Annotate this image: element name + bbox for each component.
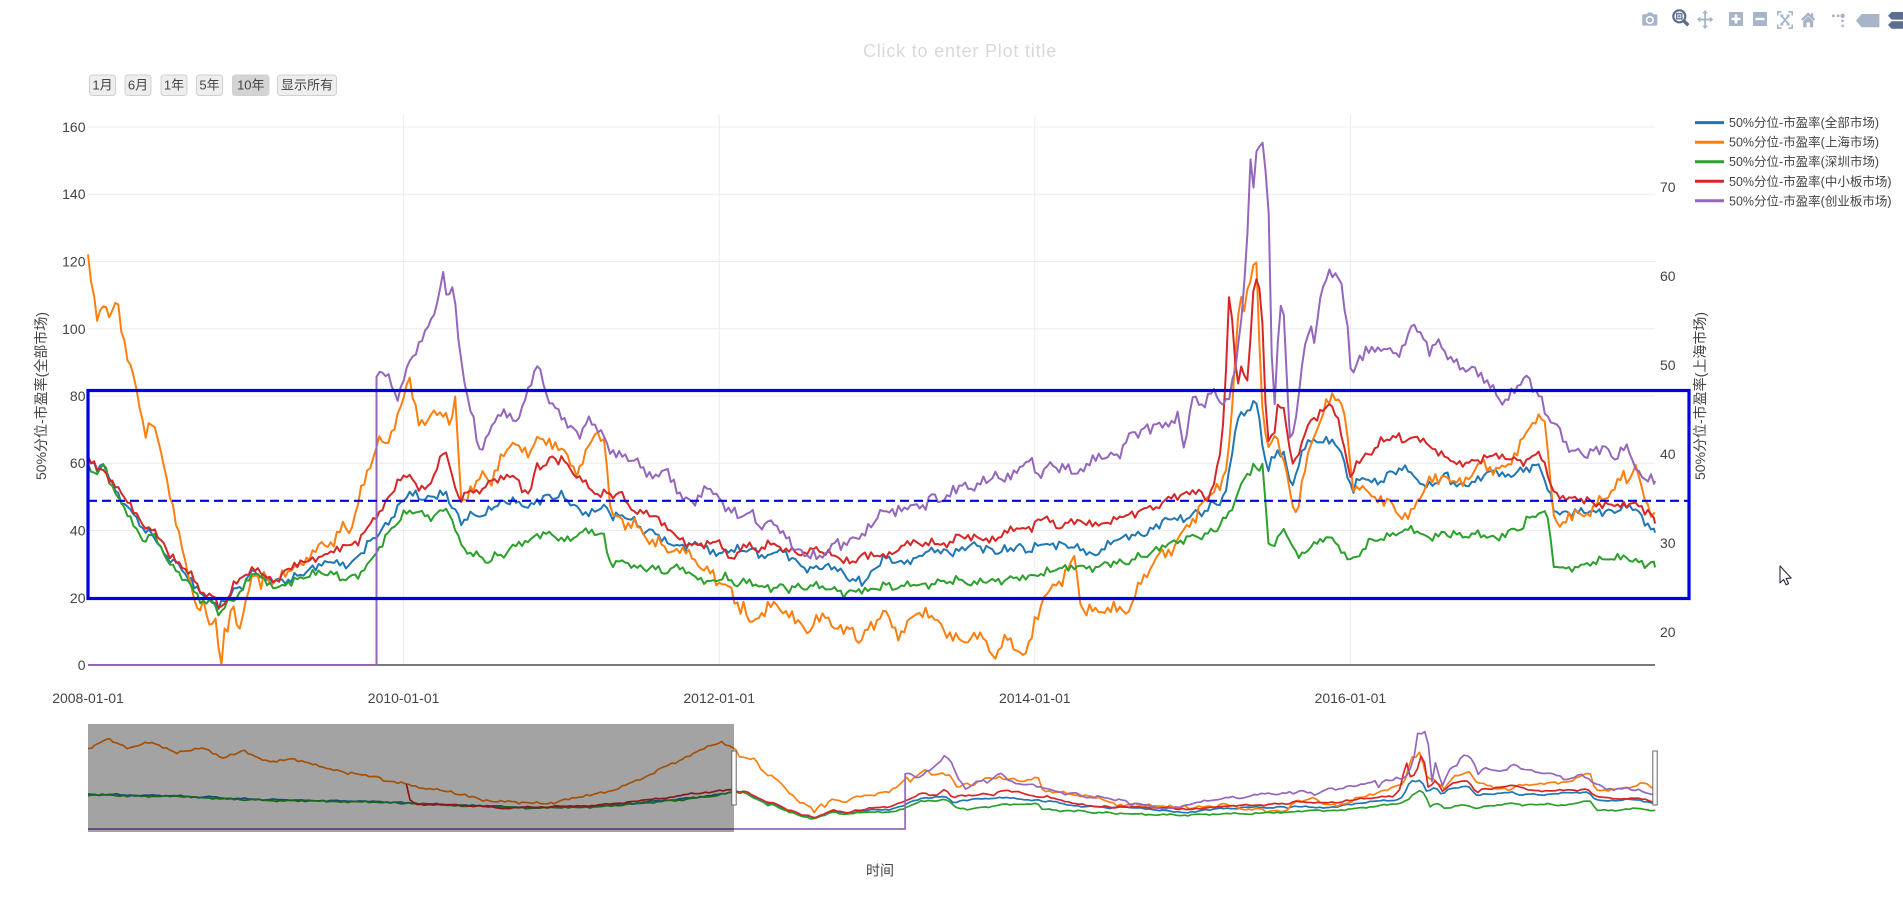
svg-text:2010-01-01: 2010-01-01: [368, 690, 440, 706]
svg-text:160: 160: [62, 119, 86, 135]
svg-text:0: 0: [78, 657, 86, 673]
svg-text:2012-01-01: 2012-01-01: [683, 690, 755, 706]
svg-text:20: 20: [1660, 624, 1676, 640]
svg-text:2016-01-01: 2016-01-01: [1315, 690, 1387, 706]
svg-text:120: 120: [62, 254, 86, 270]
svg-text:50: 50: [1660, 357, 1676, 373]
svg-text:6月: 6月: [128, 78, 148, 93]
svg-text:1月: 1月: [92, 78, 112, 93]
svg-text:100: 100: [62, 321, 86, 337]
svg-text:50%分位-市盈率(上海市场): 50%分位-市盈率(上海市场): [1729, 135, 1879, 150]
svg-text:50%分位-市盈率(全部市场): 50%分位-市盈率(全部市场): [33, 312, 49, 480]
svg-text:30: 30: [1660, 535, 1676, 551]
svg-text:5年: 5年: [199, 78, 219, 93]
svg-text:时间: 时间: [866, 863, 894, 879]
svg-text:20: 20: [70, 590, 86, 606]
svg-text:140: 140: [62, 186, 86, 202]
svg-text:1年: 1年: [164, 78, 184, 93]
svg-text:80: 80: [70, 388, 86, 404]
svg-text:显示所有: 显示所有: [281, 78, 333, 93]
svg-text:10年: 10年: [237, 78, 264, 93]
svg-text:2014-01-01: 2014-01-01: [999, 690, 1071, 706]
svg-text:50%分位-市盈率(深圳市场): 50%分位-市盈率(深圳市场): [1729, 154, 1879, 169]
svg-text:70: 70: [1660, 179, 1676, 195]
svg-text:Click to enter Plot title: Click to enter Plot title: [863, 41, 1057, 61]
svg-text:50%分位-市盈率(上海市场): 50%分位-市盈率(上海市场): [1692, 312, 1708, 480]
svg-text:50%分位-市盈率(创业板市场): 50%分位-市盈率(创业板市场): [1729, 193, 1892, 208]
svg-text:60: 60: [70, 455, 86, 471]
svg-text:50%分位-市盈率(中小板市场): 50%分位-市盈率(中小板市场): [1729, 174, 1892, 189]
svg-text:60: 60: [1660, 268, 1676, 284]
svg-text:40: 40: [70, 523, 86, 539]
svg-text:40: 40: [1660, 446, 1676, 462]
svg-text:50%分位-市盈率(全部市场): 50%分位-市盈率(全部市场): [1729, 115, 1879, 130]
svg-text:2008-01-01: 2008-01-01: [52, 690, 124, 706]
